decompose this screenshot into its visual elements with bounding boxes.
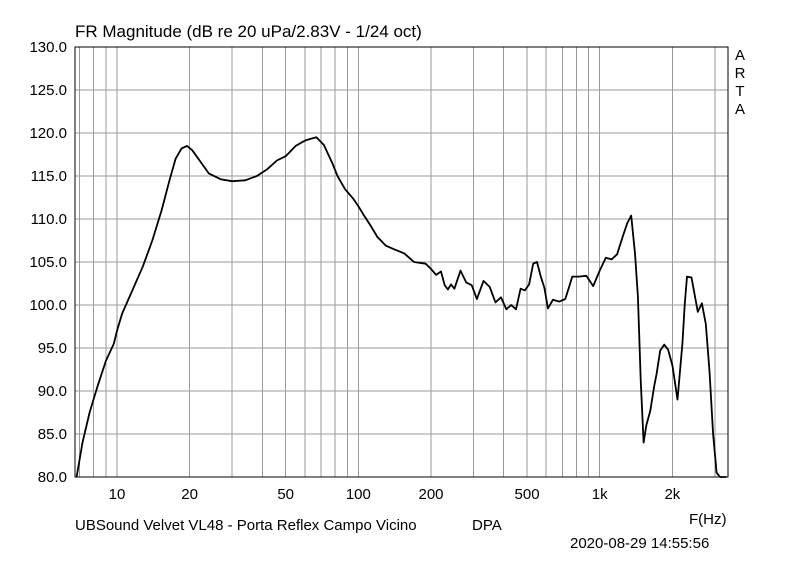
logo-letter: R xyxy=(734,65,746,82)
y-tick-label: 125.0 xyxy=(29,82,67,99)
y-tick-label: 95.0 xyxy=(38,340,67,357)
y-tick-label: 100.0 xyxy=(29,297,67,314)
y-tick-label: 130.0 xyxy=(29,39,67,56)
y-tick-label: 80.0 xyxy=(38,469,67,486)
measurement-mode: DPA xyxy=(472,517,502,534)
x-tick-label: 200 xyxy=(418,486,443,503)
y-tick-label: 90.0 xyxy=(38,383,67,400)
x-tick-label: 50 xyxy=(277,486,294,503)
measurement-timestamp: 2020-08-29 14:55:56 xyxy=(570,535,710,552)
x-axis-ticks: 10 20 50 100 200 500 1k 2k xyxy=(109,486,681,503)
y-tick-label: 115.0 xyxy=(31,168,67,185)
y-axis-ticks: 130.0 125.0 120.0 115.0 110.0 105.0 100.0 95.0 9… xyxy=(29,39,67,486)
logo-letter: T xyxy=(735,83,745,100)
grid-layer xyxy=(75,47,728,477)
x-tick-label: 2k xyxy=(664,486,680,503)
device-description: UBSound Velvet VL48 - Porta Reflex Campo… xyxy=(75,517,417,534)
x-tick-label: 1k xyxy=(592,486,608,503)
y-tick-label: 105.0 xyxy=(29,254,67,271)
x-tick-label: 10 xyxy=(109,486,126,503)
frequency-response-line xyxy=(75,136,727,478)
x-tick-label: 500 xyxy=(515,486,540,503)
plot-frame xyxy=(74,46,729,478)
logo-letter: A xyxy=(734,101,745,118)
series-layer xyxy=(75,136,727,478)
y-tick-label: 85.0 xyxy=(38,426,67,443)
x-tick-label: 20 xyxy=(181,486,198,503)
arta-logo: A R T A xyxy=(733,47,747,119)
chart-title: FR Magnitude (dB re 20 uPa/2.83V - 1/24 … xyxy=(75,22,422,41)
x-axis-unit-label: F(Hz) xyxy=(689,511,727,528)
logo-letter: A xyxy=(734,47,745,64)
y-tick-label: 120.0 xyxy=(29,125,67,142)
y-tick-label: 110.0 xyxy=(31,211,67,228)
x-tick-label: 100 xyxy=(346,486,371,503)
